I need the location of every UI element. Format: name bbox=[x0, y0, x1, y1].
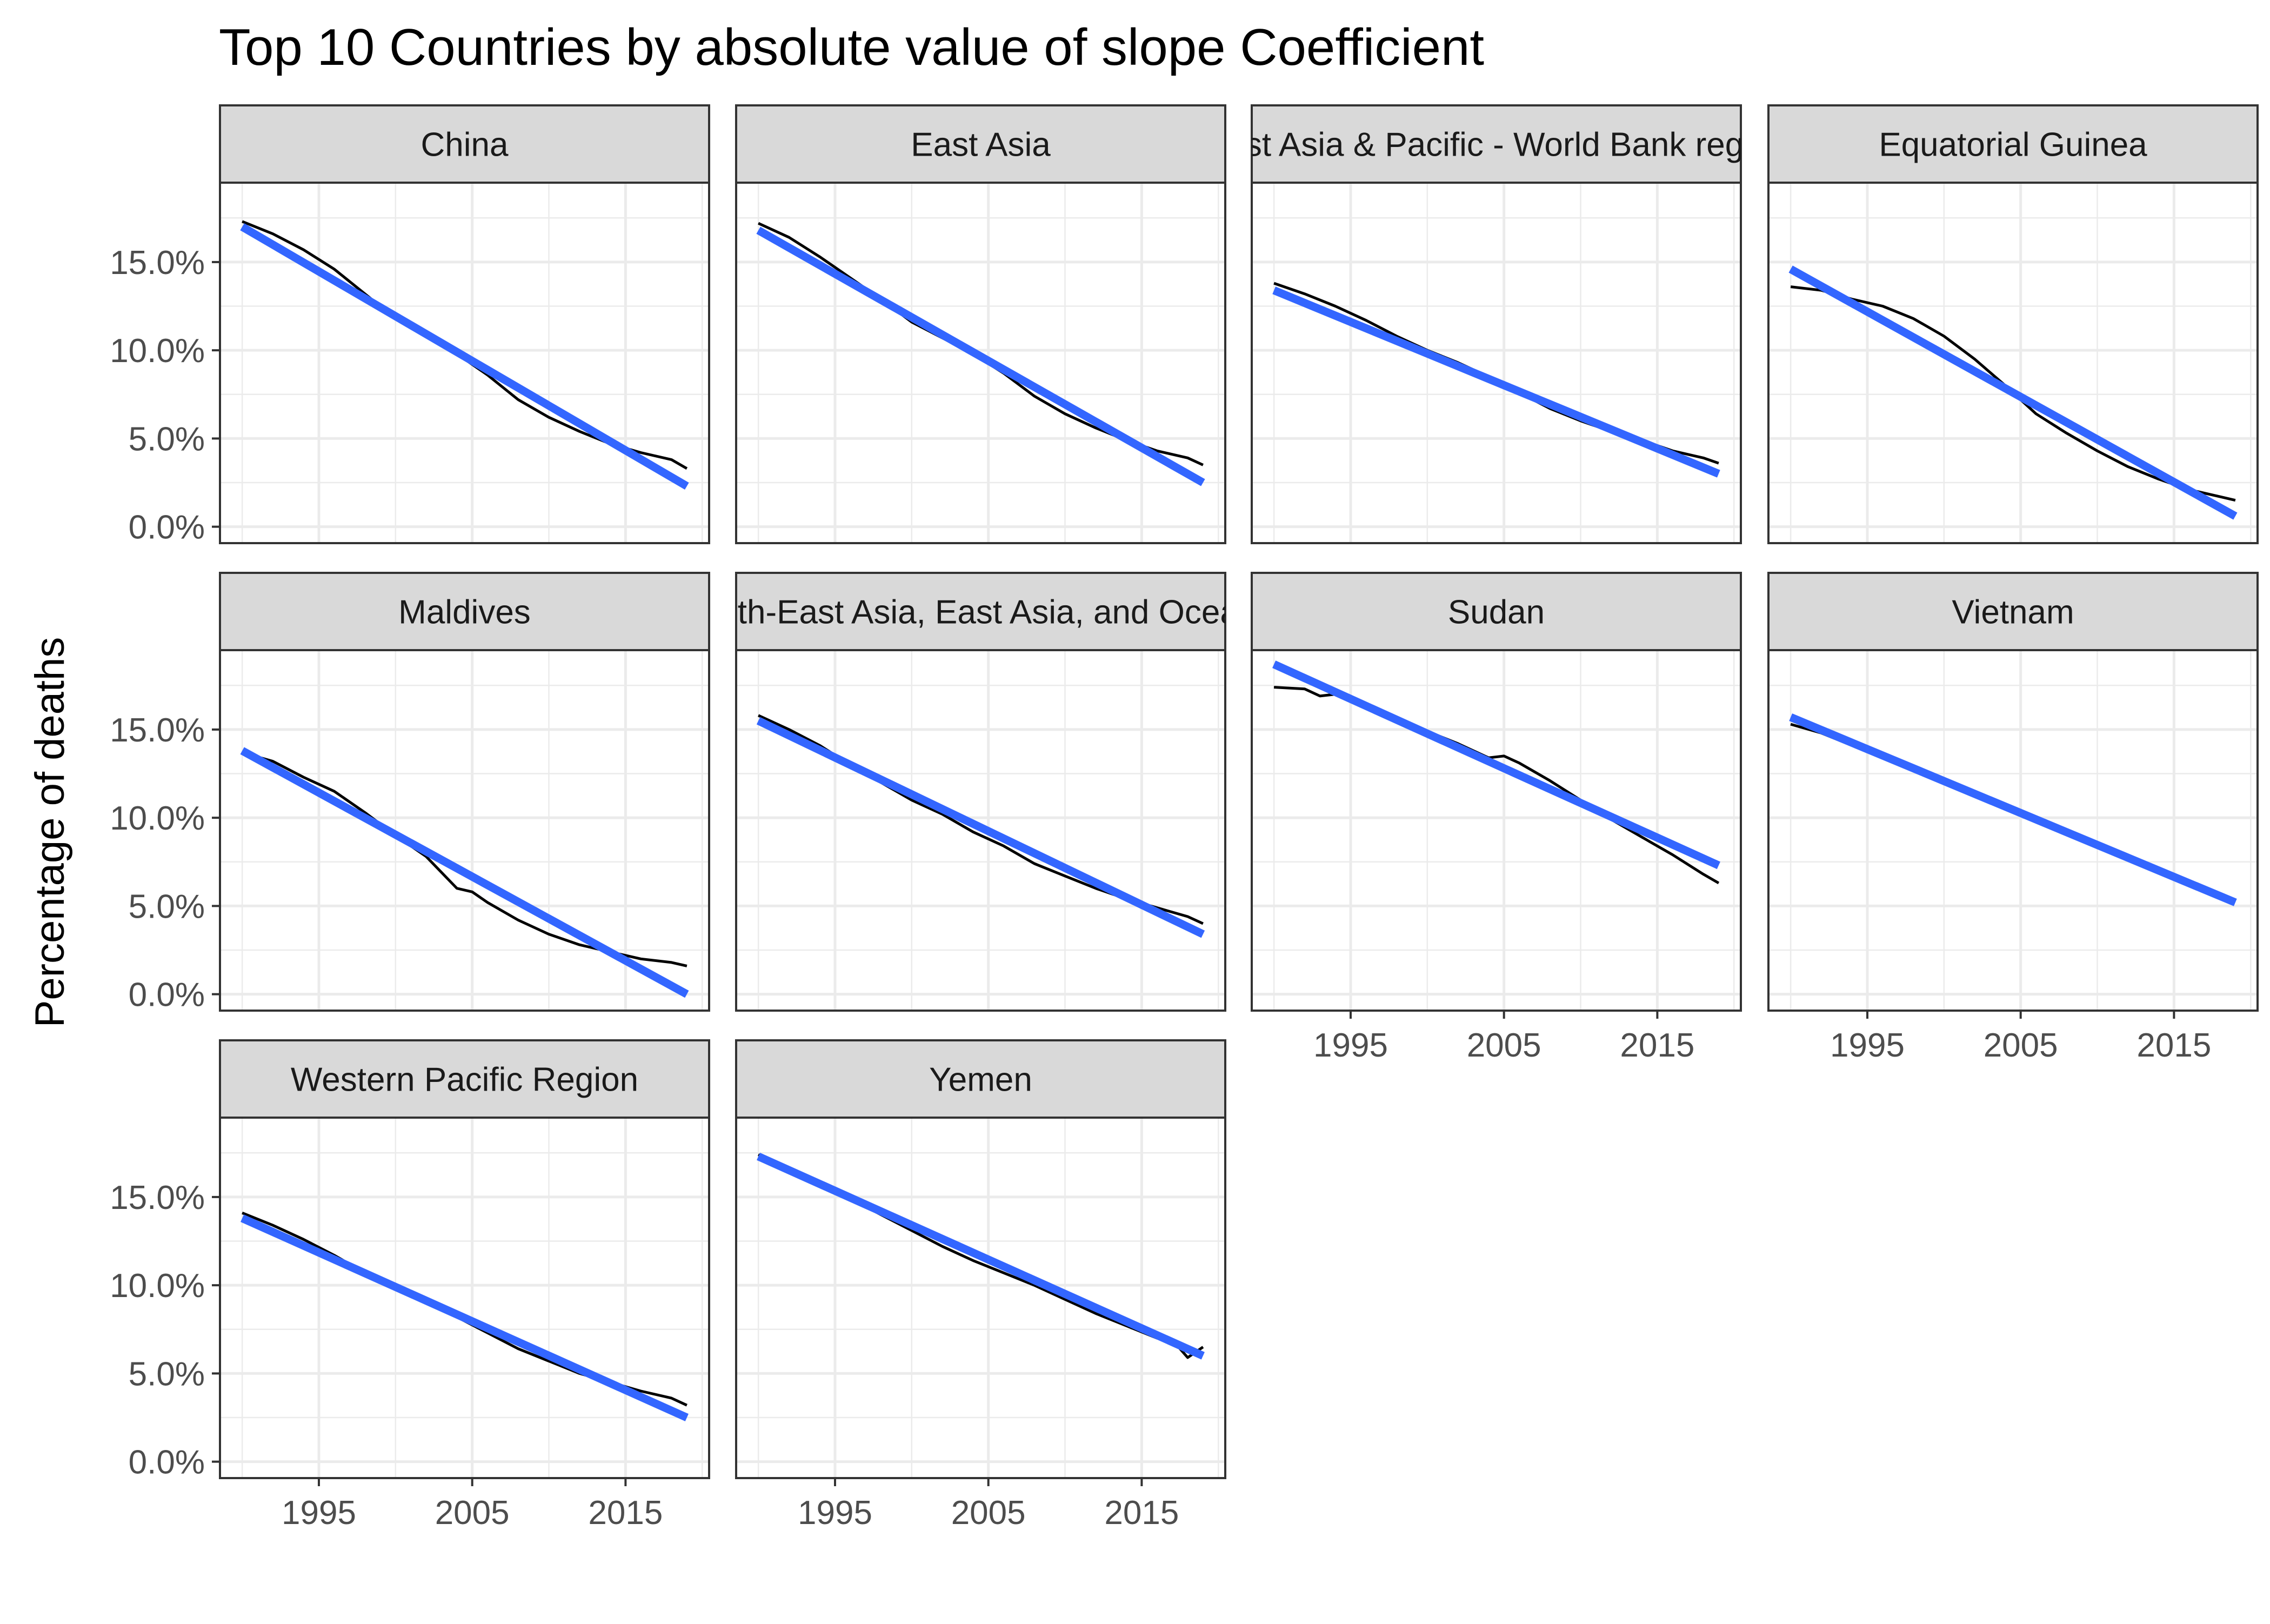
x-tick-label: 2005 bbox=[1467, 1027, 1541, 1064]
y-tick-label: 0.0% bbox=[129, 509, 205, 546]
x-tick-label: 1995 bbox=[1830, 1027, 1905, 1064]
trend-line bbox=[241, 1214, 689, 1421]
x-tick-label: 2005 bbox=[951, 1494, 1026, 1532]
trend-line bbox=[756, 226, 1205, 486]
facet-strip bbox=[1767, 572, 2259, 651]
trend-line bbox=[757, 1152, 1205, 1360]
trend-line bbox=[1789, 713, 2237, 906]
x-tick-label: 2005 bbox=[1984, 1027, 2058, 1064]
facet-strip bbox=[219, 104, 710, 184]
panel-china: China 0.0% 5.0% 10.0% 15.0% bbox=[110, 104, 710, 546]
panel-vietnam: Vietnam 1995 2005 2015 bbox=[1767, 572, 2259, 1064]
facet-strip-label: Yemen bbox=[929, 1061, 1032, 1099]
trend-line bbox=[240, 747, 689, 998]
facet-strip bbox=[219, 572, 710, 651]
x-tick-label: 2015 bbox=[2137, 1027, 2211, 1064]
facet-strip-label: Vietnam bbox=[1952, 594, 2074, 631]
panel-equatorial-guinea: Equatorial Guinea bbox=[1767, 104, 2259, 544]
facet-strip bbox=[1251, 572, 1742, 651]
facet-strip-label: East Asia bbox=[911, 126, 1051, 164]
x-tick-label: 2015 bbox=[1104, 1494, 1179, 1532]
trend-line bbox=[1272, 286, 1720, 478]
panel-western-pacific-region: Western Pacific Region 0.0% 5.0% 10.0% 15.0%… bbox=[110, 1039, 710, 1532]
panel-east-asia-pacific-world-bank-region: East Asia & Pacific - World Bank region bbox=[1204, 104, 1788, 544]
trend-line bbox=[756, 717, 1205, 938]
panel-east-asia: East Asia bbox=[735, 104, 1226, 544]
panel-background bbox=[1252, 650, 1741, 1011]
y-tick-label: 5.0% bbox=[129, 420, 205, 458]
facet-strip bbox=[1251, 104, 1742, 184]
y-tick-label: 15.0% bbox=[110, 1179, 205, 1217]
y-tick-label: 15.0% bbox=[110, 712, 205, 749]
facet-strip bbox=[735, 104, 1226, 184]
panel-background bbox=[736, 183, 1225, 543]
facet-strip-label: South-East Asia, East Asia, and Oceania bbox=[678, 594, 1284, 631]
x-tick-label: 2015 bbox=[588, 1494, 663, 1532]
x-tick-label: 2005 bbox=[435, 1494, 510, 1532]
panel-background bbox=[1252, 183, 1741, 543]
y-tick-label: 0.0% bbox=[129, 977, 205, 1014]
y-tick-label: 10.0% bbox=[110, 800, 205, 837]
x-tick-label: 1995 bbox=[798, 1494, 872, 1532]
panel-south-east-asia-east-asia-and-oceania: South-East Asia, East Asia, and Oceania bbox=[678, 572, 1284, 1012]
facet-strip-label: Equatorial Guinea bbox=[1879, 126, 2147, 164]
facet-panels: China 0.0% 5.0% 10.0% 15.0% East Asia East Asi… bbox=[110, 104, 2259, 1532]
panel-background bbox=[220, 183, 709, 543]
panel-background bbox=[1768, 650, 2258, 1011]
facet-strip-label: Sudan bbox=[1448, 594, 1545, 631]
panel-maldives: Maldives 0.0% 5.0% 10.0% 15.0% bbox=[110, 572, 710, 1014]
chart-title: Top 10 Countries by absolute value of sl… bbox=[219, 18, 1484, 76]
trend-line bbox=[240, 223, 689, 490]
panel-background bbox=[736, 1118, 1225, 1478]
facet-strip bbox=[219, 1039, 710, 1119]
panel-background bbox=[220, 1118, 709, 1478]
facet-strip-label: China bbox=[421, 126, 509, 164]
trend-line bbox=[1788, 265, 2238, 520]
panel-yemen: Yemen 1995 2005 2015 bbox=[735, 1039, 1226, 1532]
x-tick-label: 2015 bbox=[1620, 1027, 1694, 1064]
y-tick-label: 10.0% bbox=[110, 1267, 205, 1305]
facet-strip bbox=[735, 1039, 1226, 1119]
facet-strip bbox=[1767, 104, 2259, 184]
facet-strip bbox=[735, 572, 1226, 651]
y-tick-label: 10.0% bbox=[110, 332, 205, 370]
y-tick-label: 15.0% bbox=[110, 244, 205, 282]
x-tick-label: 1995 bbox=[1313, 1027, 1388, 1064]
trend-line bbox=[1272, 660, 1720, 870]
panel-sudan: Sudan 1995 2005 2015 bbox=[1251, 572, 1742, 1064]
facet-strip-label: East Asia & Pacific - World Bank region bbox=[1204, 126, 1788, 164]
facet-strip-label: Maldives bbox=[398, 594, 531, 631]
y-tick-label: 5.0% bbox=[129, 1355, 205, 1393]
y-axis-label: Percentage of deaths bbox=[27, 637, 73, 1028]
y-tick-label: 5.0% bbox=[129, 888, 205, 925]
x-tick-label: 1995 bbox=[282, 1494, 356, 1532]
y-tick-label: 0.0% bbox=[129, 1444, 205, 1481]
facet-strip-label: Western Pacific Region bbox=[291, 1061, 638, 1099]
